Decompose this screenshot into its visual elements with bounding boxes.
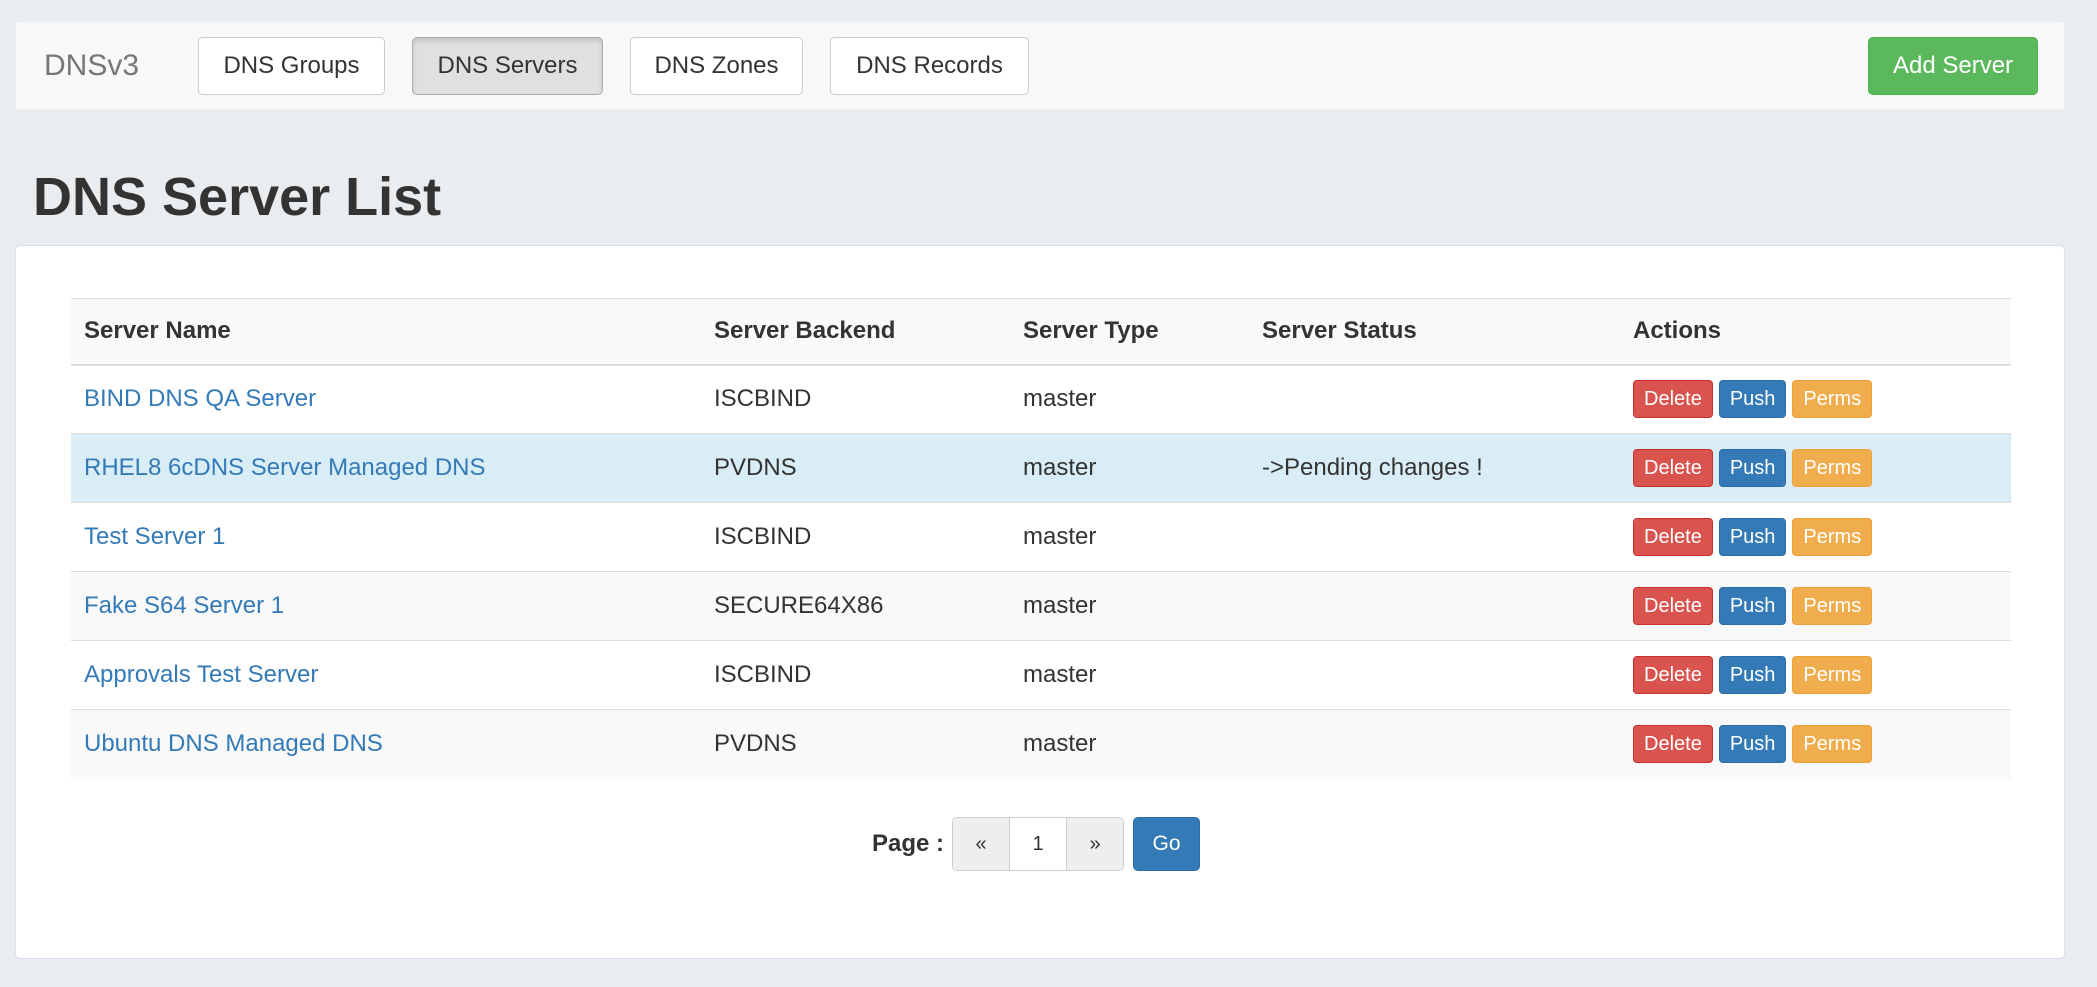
push-button[interactable]: Push <box>1718 656 1787 694</box>
push-button[interactable]: Push <box>1718 380 1787 419</box>
server-backend: ISCBIND <box>701 640 1010 710</box>
server-backend: ISCBIND <box>701 364 1010 434</box>
table-row: Ubuntu DNS Managed DNS PVDNS master Dele… <box>71 709 2011 779</box>
table-row: BIND DNS QA Server ISCBIND master Delete… <box>71 364 2011 434</box>
actions-cell: Delete Push Perms <box>1620 364 2011 434</box>
server-type: master <box>1010 502 1249 572</box>
col-server-type: Server Type <box>1010 298 1249 366</box>
nav-dns-zones[interactable]: DNS Zones <box>630 37 803 95</box>
perms-button[interactable]: Perms <box>1792 518 1873 556</box>
server-backend: PVDNS <box>701 433 1010 503</box>
server-name-link[interactable]: Fake S64 Server 1 <box>84 592 285 619</box>
col-server-backend: Server Backend <box>701 298 1010 366</box>
actions-cell: Delete Push Perms <box>1620 571 2011 641</box>
server-backend: SECURE64X86 <box>701 571 1010 641</box>
server-type: master <box>1010 571 1249 641</box>
delete-button[interactable]: Delete <box>1633 449 1713 487</box>
table-row: Test Server 1 ISCBIND master Delete Push P… <box>71 502 2011 572</box>
perms-button[interactable]: Perms <box>1792 725 1873 764</box>
page-number-input[interactable]: 1 <box>1009 818 1068 870</box>
server-name-link[interactable]: BIND DNS QA Server <box>84 385 317 413</box>
delete-button[interactable]: Delete <box>1633 587 1713 625</box>
push-button[interactable]: Push <box>1718 518 1787 556</box>
push-button[interactable]: Push <box>1718 587 1787 625</box>
table-header: Server Name Server Backend Server Type S… <box>71 298 2011 366</box>
page-group: « 1 » <box>952 817 1125 871</box>
actions-cell: Delete Push Perms <box>1620 433 2011 503</box>
col-server-name: Server Name <box>71 298 701 366</box>
server-type: master <box>1010 640 1249 710</box>
server-name-link[interactable]: Ubuntu DNS Managed DNS <box>84 730 383 758</box>
server-table: Server Name Server Backend Server Type S… <box>71 298 2011 779</box>
table-row: Approvals Test Server ISCBIND master Del… <box>71 640 2011 710</box>
prev-page-button[interactable]: « <box>953 818 1010 870</box>
go-button[interactable]: Go <box>1133 817 1201 871</box>
server-name-link[interactable]: Test Server 1 <box>84 523 226 550</box>
server-status <box>1249 571 1620 641</box>
nav-dns-records[interactable]: DNS Records <box>830 37 1029 95</box>
delete-button[interactable]: Delete <box>1633 380 1713 419</box>
navbar: DNSv3 DNS Groups DNS Servers DNS Zones D… <box>15 21 2065 110</box>
server-status <box>1249 364 1620 434</box>
server-backend: PVDNS <box>701 709 1010 779</box>
pagination: Page : « 1 » Go <box>872 817 1201 871</box>
server-status <box>1249 709 1620 779</box>
server-name-link[interactable]: RHEL8 6cDNS Server Managed DNS <box>84 454 486 481</box>
server-list-panel: Server Name Server Backend Server Type S… <box>15 245 2065 959</box>
delete-button[interactable]: Delete <box>1633 725 1713 764</box>
push-button[interactable]: Push <box>1718 449 1787 487</box>
server-status <box>1249 640 1620 710</box>
table-row: RHEL8 6cDNS Server Managed DNS PVDNS mas… <box>71 433 2011 503</box>
actions-cell: Delete Push Perms <box>1620 640 2011 710</box>
perms-button[interactable]: Perms <box>1792 380 1873 419</box>
table-row: Fake S64 Server 1 SECURE64X86 master Del… <box>71 571 2011 641</box>
server-name-link[interactable]: Approvals Test Server <box>84 661 319 688</box>
server-type: master <box>1010 364 1249 434</box>
next-page-button[interactable]: » <box>1067 818 1124 870</box>
perms-button[interactable]: Perms <box>1792 656 1873 694</box>
delete-button[interactable]: Delete <box>1633 656 1713 694</box>
perms-button[interactable]: Perms <box>1792 587 1873 625</box>
server-type: master <box>1010 433 1249 503</box>
server-status: ->Pending changes ! <box>1249 433 1620 503</box>
nav-dns-servers[interactable]: DNS Servers <box>412 37 603 95</box>
add-server-button[interactable]: Add Server <box>1868 37 2038 95</box>
page-label: Page : <box>872 830 945 857</box>
col-server-status: Server Status <box>1249 298 1620 366</box>
server-type: master <box>1010 709 1249 779</box>
perms-button[interactable]: Perms <box>1792 449 1873 487</box>
server-backend: ISCBIND <box>701 502 1010 572</box>
delete-button[interactable]: Delete <box>1633 518 1713 556</box>
server-status <box>1249 502 1620 572</box>
push-button[interactable]: Push <box>1718 725 1787 764</box>
brand[interactable]: DNSv3 <box>44 49 140 82</box>
nav-dns-groups[interactable]: DNS Groups <box>198 37 385 95</box>
actions-cell: Delete Push Perms <box>1620 709 2011 779</box>
col-actions: Actions <box>1620 298 2011 366</box>
page-title: DNS Server List <box>33 167 442 227</box>
actions-cell: Delete Push Perms <box>1620 502 2011 572</box>
